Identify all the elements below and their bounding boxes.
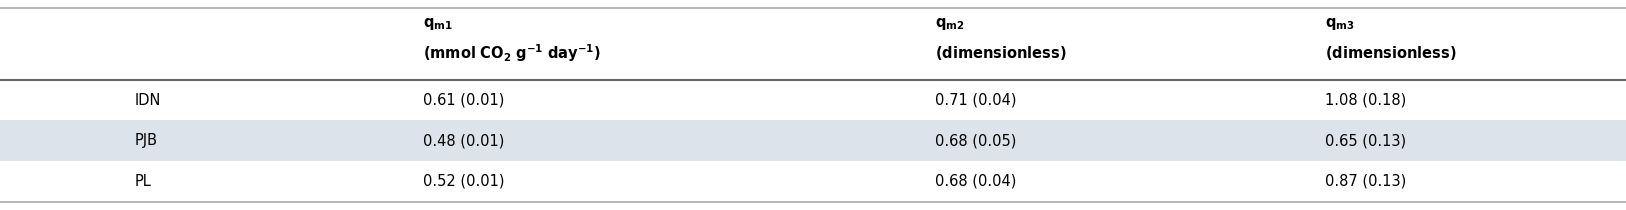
Bar bbox=[0, 80, 1626, 121]
Text: 1.08 (0.18): 1.08 (0.18) bbox=[1325, 93, 1406, 108]
Text: 0.68 (0.05): 0.68 (0.05) bbox=[935, 133, 1016, 148]
Bar bbox=[0, 161, 1626, 202]
Text: $\bf{q_{m1}}$: $\bf{q_{m1}}$ bbox=[423, 16, 452, 32]
Text: 0.87 (0.13): 0.87 (0.13) bbox=[1325, 174, 1406, 189]
Text: $\bf{q_{m2}}$: $\bf{q_{m2}}$ bbox=[935, 16, 964, 32]
Text: 0.52 (0.01): 0.52 (0.01) bbox=[423, 174, 504, 189]
Text: $\bf{(dimensionless)}$: $\bf{(dimensionless)}$ bbox=[1325, 44, 1457, 62]
Text: PJB: PJB bbox=[135, 133, 158, 148]
Text: 0.48 (0.01): 0.48 (0.01) bbox=[423, 133, 504, 148]
Text: 0.65 (0.13): 0.65 (0.13) bbox=[1325, 133, 1406, 148]
Text: 0.71 (0.04): 0.71 (0.04) bbox=[935, 93, 1016, 108]
Text: PL: PL bbox=[135, 174, 151, 189]
Text: $\bf{q_{m3}}$: $\bf{q_{m3}}$ bbox=[1325, 16, 1354, 32]
Text: 0.61 (0.01): 0.61 (0.01) bbox=[423, 93, 504, 108]
Bar bbox=[0, 121, 1626, 161]
Text: $\bf{(mmol\ CO_2\ g^{-1}\ day^{-1})}$: $\bf{(mmol\ CO_2\ g^{-1}\ day^{-1})}$ bbox=[423, 42, 600, 64]
Text: 0.68 (0.04): 0.68 (0.04) bbox=[935, 174, 1016, 189]
Text: $\bf{(dimensionless)}$: $\bf{(dimensionless)}$ bbox=[935, 44, 1067, 62]
Text: IDN: IDN bbox=[135, 93, 161, 108]
